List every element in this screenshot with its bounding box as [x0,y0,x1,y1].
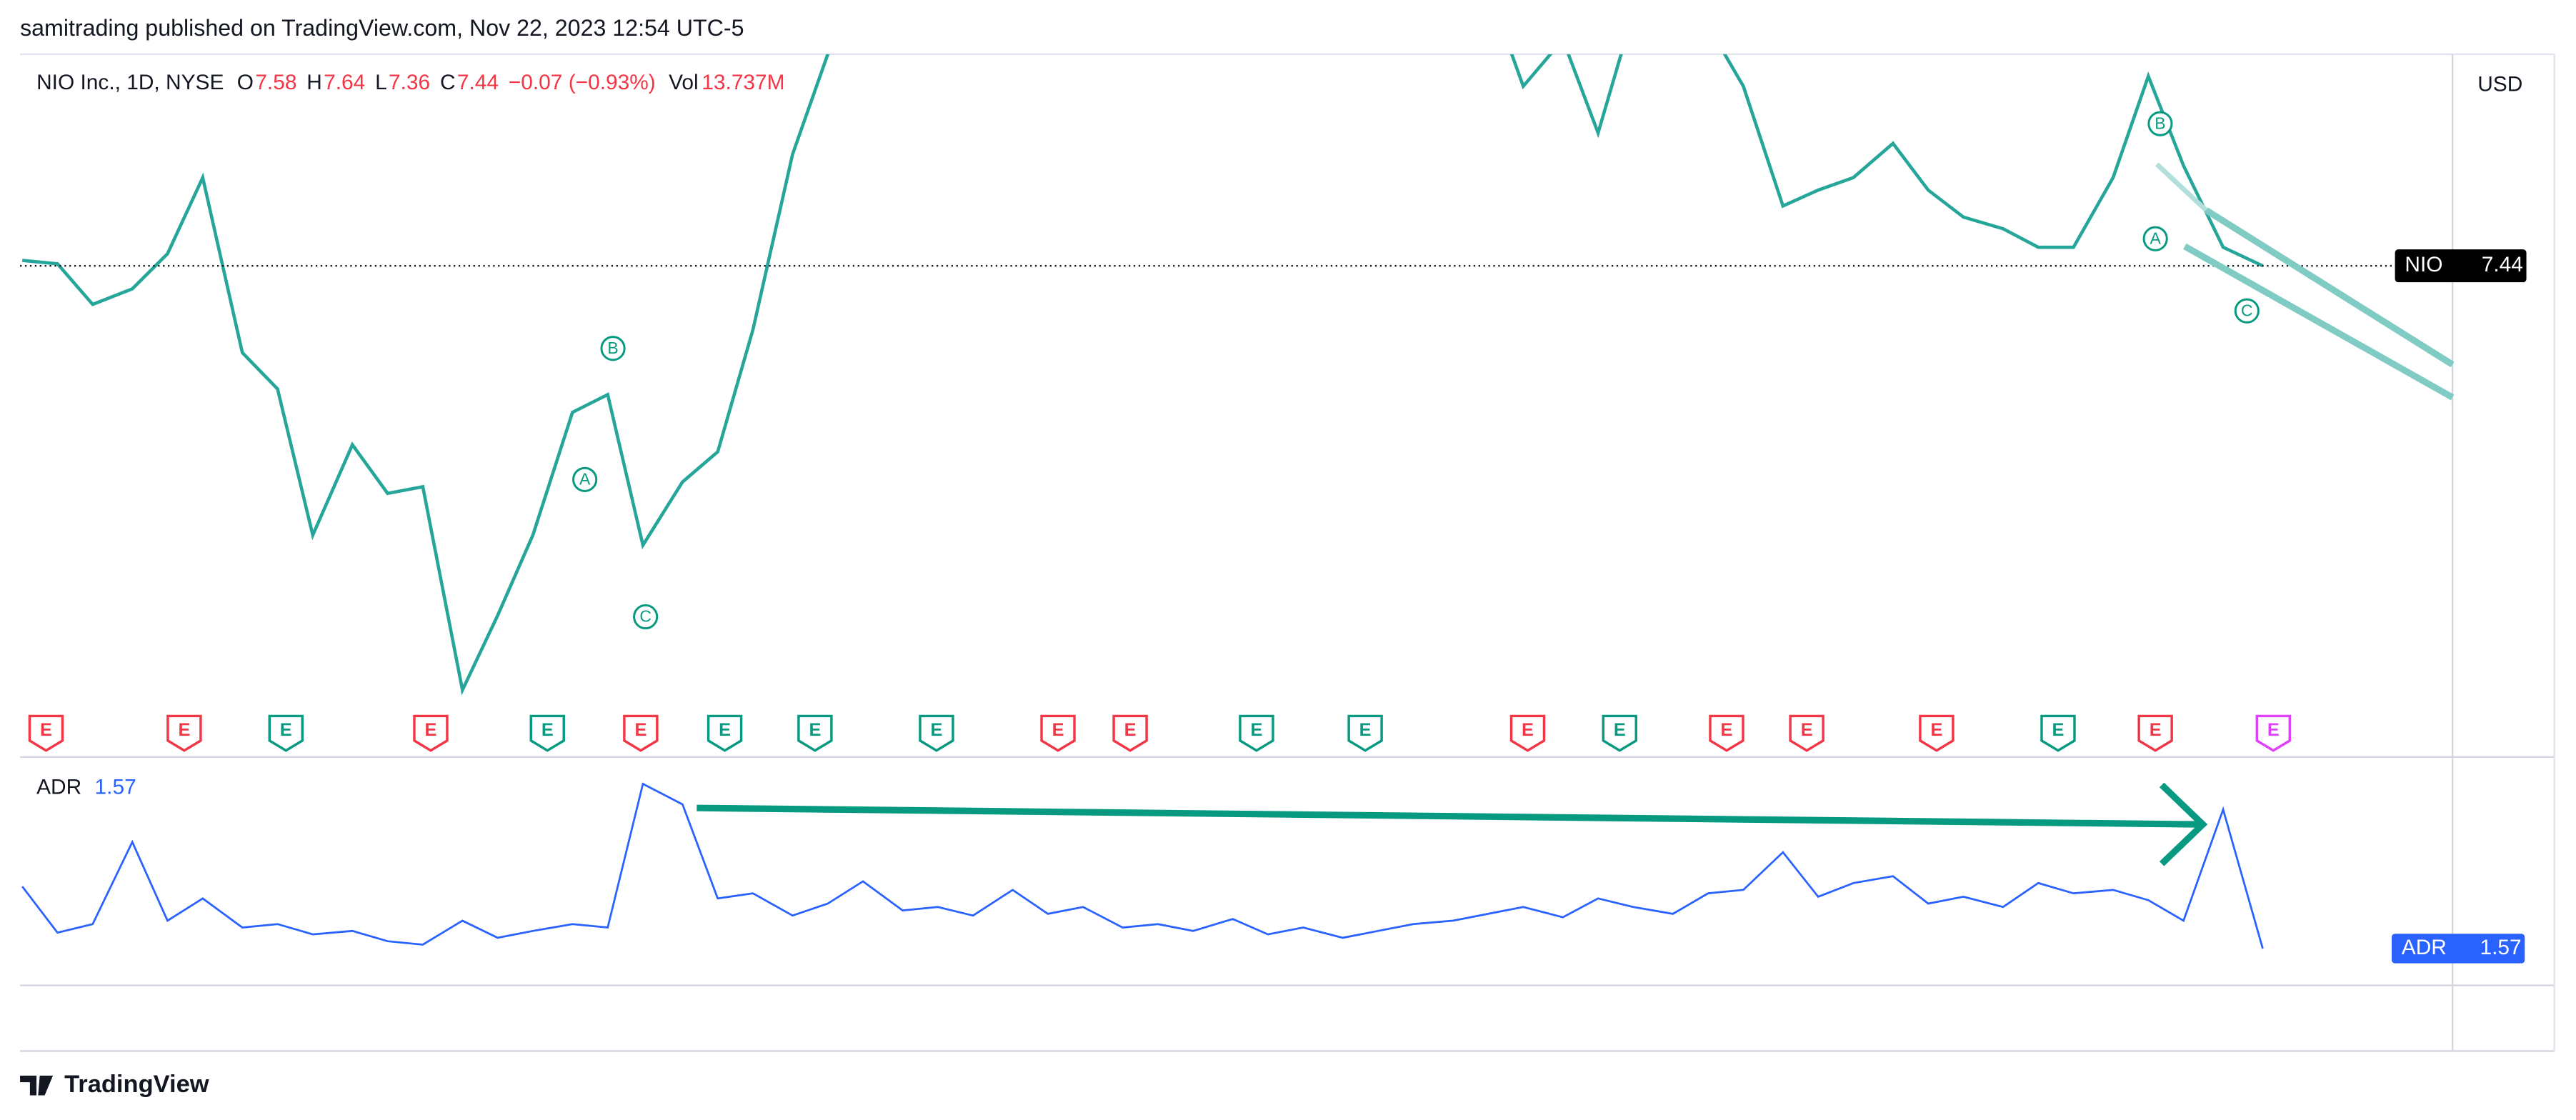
earnings-marker [919,714,954,752]
legend-title: NIO Inc., 1D, NYSE [36,71,224,94]
earnings-marker [1709,714,1744,752]
ohlc-label: C [440,71,456,94]
earnings-label: E [1124,720,1137,740]
brand-name: TradingView [64,1071,209,1098]
earnings-marker [2040,714,2076,752]
publisher: samitrading published on TradingView.com… [20,15,744,41]
earnings-marker [28,714,64,752]
ohlc-label: H [306,71,322,94]
ohlc-label: L [375,71,387,94]
earnings-marker [1239,714,1274,752]
wave-marker [572,466,598,492]
wave-marker [633,604,659,630]
ohlc-value: 7.64 [324,71,365,94]
earnings-marker [2137,714,2173,752]
indicator-tag-value: 1.57 [2480,936,2521,959]
earnings-label: E [2267,720,2280,740]
channel-line [2204,207,2455,368]
brand: TradingView [20,1071,209,1098]
currency: USD [2477,72,2522,96]
wave-label: C [639,607,652,626]
labels: NIO 7.44 USD E E E E E E E E E E E E E E E E E E E E E A B C A B C NIO… [36,71,2527,964]
channel-line [2183,243,2455,401]
drawings [697,162,2455,866]
legend-value: 1.57 [95,775,136,799]
earnings-label: E [541,720,554,740]
earnings-marker [707,714,743,752]
marks [20,54,2453,949]
earnings-marker [1347,714,1383,752]
earnings-marker [1509,714,1546,752]
earnings-label: E [2150,720,2162,740]
ohlc-label: O [237,71,254,94]
ohlc-value: 7.58 [255,71,296,94]
earnings-marker [268,714,304,752]
earnings-marker [1789,714,1824,752]
earnings-label: E [1359,720,1372,740]
earnings-label: E [1801,720,1813,740]
earnings-label: E [1614,720,1626,740]
trend-arrow [697,804,2202,828]
earnings-label: E [2052,720,2065,740]
earnings-label: E [1250,720,1262,740]
earnings-marker [1919,714,1955,752]
ohlc-value: 7.36 [389,71,430,94]
earnings-marker [797,714,833,752]
earnings-marker [1602,714,1637,752]
arrow-head [2159,782,2208,866]
wave-marker [2147,111,2173,136]
earnings-marker [1040,714,1076,752]
wave-line [2155,162,2208,212]
wave-label: C [2241,301,2253,319]
volume-label: Vol [669,71,699,94]
earnings-marker [413,714,449,752]
wave-label: A [2150,229,2161,247]
earnings-marker [529,714,565,752]
wave-label: A [579,470,591,489]
earnings-marker [1112,714,1148,752]
wave-marker [2234,298,2260,324]
earnings-label: E [1930,720,1942,740]
earnings-label: E [178,720,190,740]
price-tag [2395,249,2527,283]
earnings-label: E [425,720,437,740]
wave-marker [600,336,626,361]
earnings-label: E [280,720,292,740]
series-line [21,782,2264,949]
earnings-marker [2255,714,2292,752]
earnings-label: E [931,720,943,740]
earnings-label: E [809,720,821,740]
indicator-tag [2392,934,2525,964]
ohlc-value: 7.44 [457,71,499,94]
earnings-label: E [719,720,731,740]
indicator-tag-name: ADR [2402,936,2447,959]
wave-label: B [2155,114,2165,132]
wave-marker [2142,226,2168,251]
earnings-marker [166,714,202,752]
wave-label: B [607,339,618,357]
earnings-label: E [40,720,52,740]
change: −0.07 (−0.93%) [509,71,656,94]
legend-name: ADR [36,775,81,799]
earnings-label: E [634,720,647,740]
earnings-label: E [1052,720,1064,740]
brand-logo [20,1075,54,1096]
earnings-label: E [1522,720,1534,740]
price-symbol: NIO [2405,253,2442,276]
volume-value: 13.737M [702,71,784,94]
earnings-label: E [1721,720,1733,740]
price-value: 7.44 [2482,253,2523,276]
series-line [21,54,2264,696]
earnings-marker [623,714,659,752]
